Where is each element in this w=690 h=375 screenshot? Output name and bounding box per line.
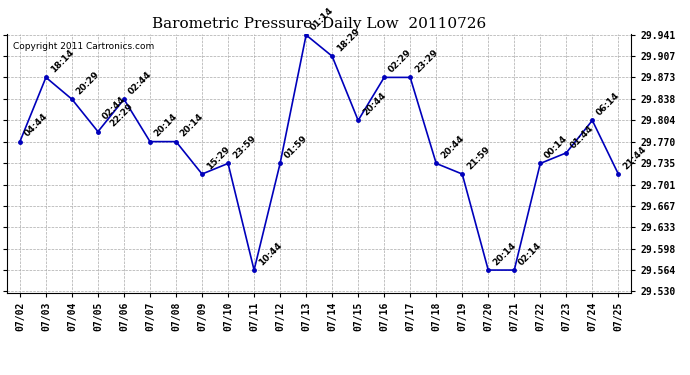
Text: 23:29: 23:29: [413, 48, 440, 75]
Text: 02:29: 02:29: [387, 48, 413, 75]
Title: Barometric Pressure  Daily Low  20110726: Barometric Pressure Daily Low 20110726: [152, 17, 486, 31]
Text: 02:14: 02:14: [517, 241, 544, 267]
Text: 20:14: 20:14: [491, 241, 518, 267]
Text: 18:14: 18:14: [49, 48, 75, 75]
Text: 00:14: 00:14: [543, 134, 569, 160]
Text: 02:44: 02:44: [127, 70, 153, 96]
Text: 20:14: 20:14: [179, 112, 206, 139]
Text: 20:44: 20:44: [361, 91, 388, 118]
Text: 01:44: 01:44: [569, 123, 595, 150]
Text: 21:59: 21:59: [465, 145, 492, 171]
Text: 23:59: 23:59: [231, 134, 257, 160]
Text: 06:14: 06:14: [595, 91, 622, 118]
Text: 20:44: 20:44: [439, 134, 466, 160]
Text: 15:29: 15:29: [205, 145, 232, 171]
Text: 20:14: 20:14: [152, 112, 179, 139]
Text: Copyright 2011 Cartronics.com: Copyright 2011 Cartronics.com: [13, 42, 155, 51]
Text: 20:29: 20:29: [75, 70, 101, 96]
Text: 01:59: 01:59: [283, 134, 310, 160]
Text: 10:44: 10:44: [257, 241, 284, 267]
Text: 01:14: 01:14: [309, 6, 335, 32]
Text: 04:44: 04:44: [23, 112, 50, 139]
Text: 18:29: 18:29: [335, 27, 362, 53]
Text: 21:44: 21:44: [621, 144, 648, 171]
Text: 02:44
22:29: 02:44 22:29: [101, 95, 135, 129]
